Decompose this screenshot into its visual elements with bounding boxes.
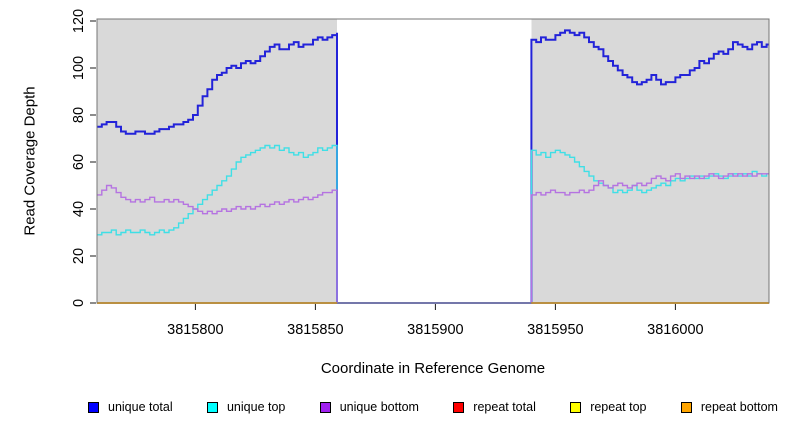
x-tick-label: 3815850 (287, 322, 343, 338)
gap-region (337, 19, 532, 303)
y-tick-label: 100 (71, 56, 87, 80)
plot-canvas: 3815800 3815850 3815900 3815950 3816000 0 20 40… (71, 9, 770, 338)
y-tick-label: 120 (71, 9, 87, 33)
plot-border (96, 18, 770, 304)
legend-label: unique total (108, 400, 173, 414)
y-tick-label: 80 (71, 107, 87, 123)
legend-swatch (319, 401, 331, 413)
legend-swatch (570, 401, 582, 413)
y-tick-label: 0 (71, 299, 87, 307)
legend-label: repeat bottom (700, 400, 778, 414)
y-tick-label: 20 (71, 248, 87, 264)
y-tick-label: 60 (71, 154, 87, 170)
legend-swatch (680, 401, 692, 413)
legend-item-unique-bottom: unique bottom (319, 398, 419, 416)
legend-label: repeat top (590, 400, 647, 414)
legend-label: unique bottom (339, 400, 419, 414)
legend-label: repeat total (473, 400, 536, 414)
x-tick-label: 3815800 (167, 322, 223, 338)
y-axis-title: Read Coverage Depth (21, 86, 39, 236)
x-tick-label: 3815900 (407, 322, 463, 338)
x-tick-label: 3815950 (527, 322, 583, 338)
series-line-unique-total (97, 29, 769, 304)
legend-item-repeat-bottom: repeat bottom (680, 398, 778, 416)
legend-swatch (453, 401, 465, 413)
series-line-unique-bottom (97, 173, 769, 304)
legend-swatch (88, 401, 99, 413)
legend-label: unique top (226, 400, 286, 414)
y-tick-label: 40 (71, 201, 87, 217)
legend-item-repeat-top: repeat top (570, 398, 646, 416)
legend-item-repeat-total: repeat total (453, 398, 536, 416)
legend: unique total unique top unique bottom re… (88, 398, 778, 416)
legend-swatch (206, 401, 218, 413)
x-axis-title: Coordinate in Reference Genome (320, 360, 546, 377)
x-tick-label: 3816000 (647, 322, 703, 338)
legend-item-unique-top: unique top (206, 398, 286, 416)
legend-item-unique-total: unique total (88, 398, 173, 416)
